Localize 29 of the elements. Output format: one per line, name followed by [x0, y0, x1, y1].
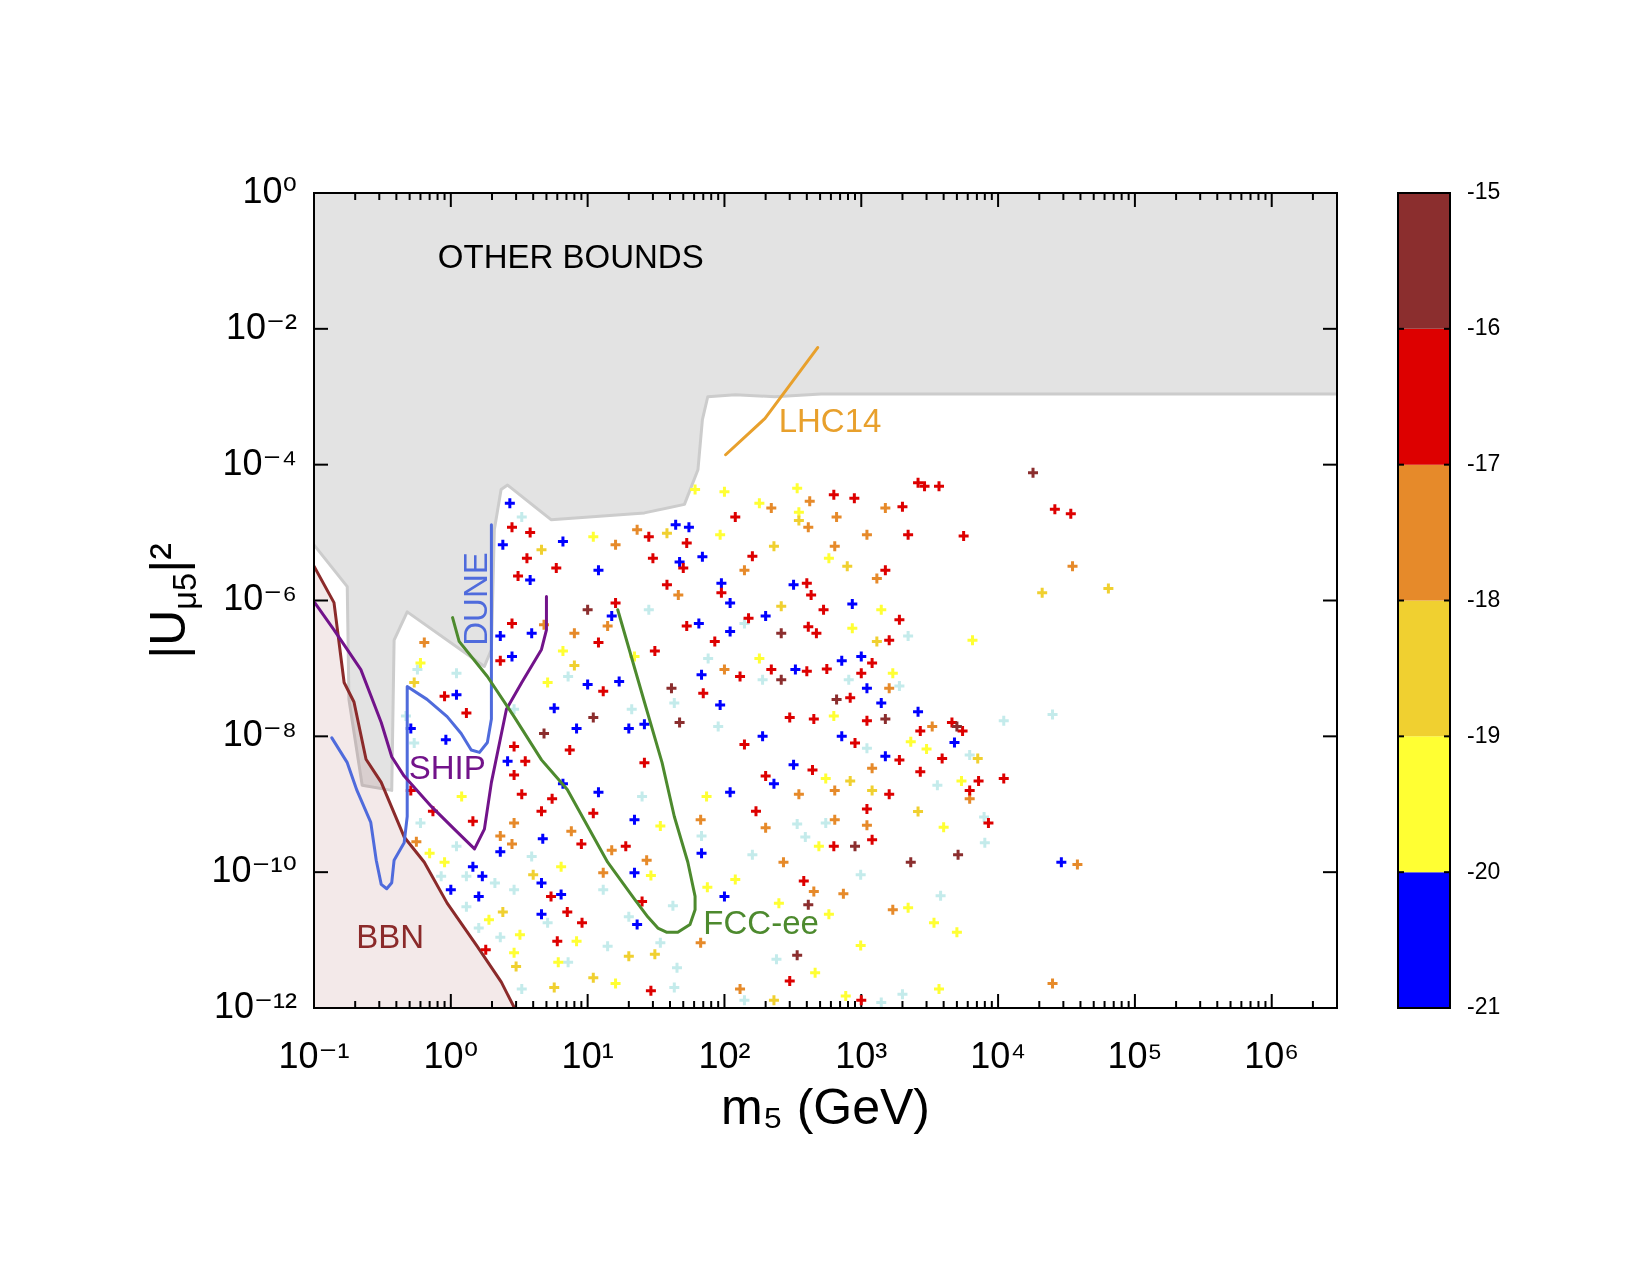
x-tick-label: 10⁴ [970, 1034, 1026, 1076]
series-label: BBN [356, 918, 425, 956]
y-tick-label: 10⁻¹⁰ [211, 849, 297, 891]
x-axis-title: m₅ (GeV) [720, 1079, 931, 1135]
x-tick-label: 10⁰ [423, 1034, 479, 1076]
color-bar-label: -21 [1467, 993, 1501, 1020]
annotation: OTHER BOUNDS [437, 238, 704, 276]
y-tick-label: 10⁻² [225, 305, 297, 347]
text: DUNE [456, 552, 494, 646]
color-bar-label: -18 [1467, 585, 1501, 612]
color-bar-label: -19 [1467, 721, 1501, 748]
series-label: FCC-ee [703, 903, 819, 941]
x-tick-label: 10⁻¹ [278, 1034, 350, 1076]
series-label: LHC14 [778, 402, 882, 440]
color-bar-label: -20 [1467, 857, 1501, 884]
color-bar-label: -15 [1467, 178, 1501, 205]
x-tick-label: 10⁵ [1107, 1034, 1163, 1076]
color-bar-label: -17 [1467, 450, 1501, 477]
series-label: SHIP [408, 749, 486, 787]
x-tick-label: 10¹ [561, 1034, 614, 1076]
y-tick-label: 10⁻¹² [213, 984, 297, 1026]
y-tick-label: 10⁻⁴ [222, 441, 297, 483]
y-tick-label: 10⁻⁶ [223, 577, 297, 619]
y-tick-label: 10⁻⁸ [222, 713, 297, 755]
x-tick-label: 10³ [835, 1034, 888, 1076]
x-tick-label: 10⁶ [1244, 1034, 1300, 1076]
color-bar-label: -16 [1467, 314, 1501, 341]
y-tick-label: 10⁰ [242, 169, 297, 211]
x-tick-label: 10² [698, 1034, 751, 1076]
